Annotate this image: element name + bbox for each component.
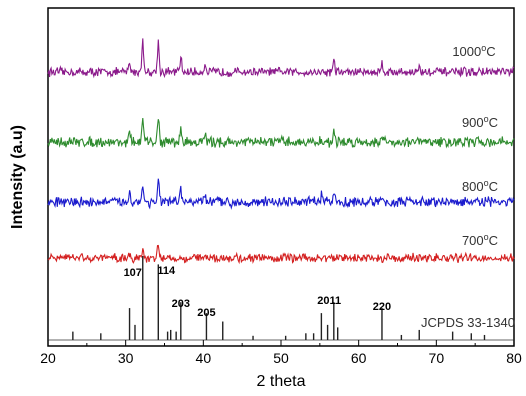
x-tick-label: 50 (273, 350, 289, 366)
series-line (47, 38, 515, 79)
series-line (47, 244, 515, 265)
x-tick-label: 60 (351, 350, 367, 366)
series-line (47, 178, 515, 210)
reference-name: JCPDS 33-1340 (421, 315, 515, 330)
reference-peak-label: 114 (157, 265, 176, 277)
reference-pattern: 107 114 203 205 2011 220 JCPDS 33-1340 (48, 256, 515, 341)
y-axis-label: Intensity (a.u) (9, 125, 26, 229)
x-axis-label: 2 theta (257, 373, 306, 390)
series-label: 1000oC (452, 43, 495, 59)
x-tick-label: 30 (118, 350, 134, 366)
x-tick-label: 40 (196, 350, 212, 366)
plot-frame (47, 7, 515, 347)
series-label: 700oC (462, 232, 498, 248)
reference-peak-label: 220 (373, 301, 391, 313)
series-lines (47, 38, 515, 265)
reference-peak-label: 205 (197, 307, 215, 319)
series-label: 900oC (462, 114, 498, 130)
x-tick-label: 20 (40, 350, 56, 366)
reference-peak-label: 2011 (317, 295, 341, 307)
series-label: 800oC (462, 178, 498, 194)
x-tick-label: 80 (506, 350, 522, 366)
x-axis-ticks: 20 30 40 50 60 70 80 (40, 340, 522, 366)
series-labels: 1000oC 900oC 800oC 700oC (452, 43, 498, 248)
x-tick-label: 70 (429, 350, 445, 366)
reference-peak-label: 203 (172, 298, 190, 310)
series-line (47, 118, 515, 149)
reference-peak-label: 107 (124, 267, 142, 279)
